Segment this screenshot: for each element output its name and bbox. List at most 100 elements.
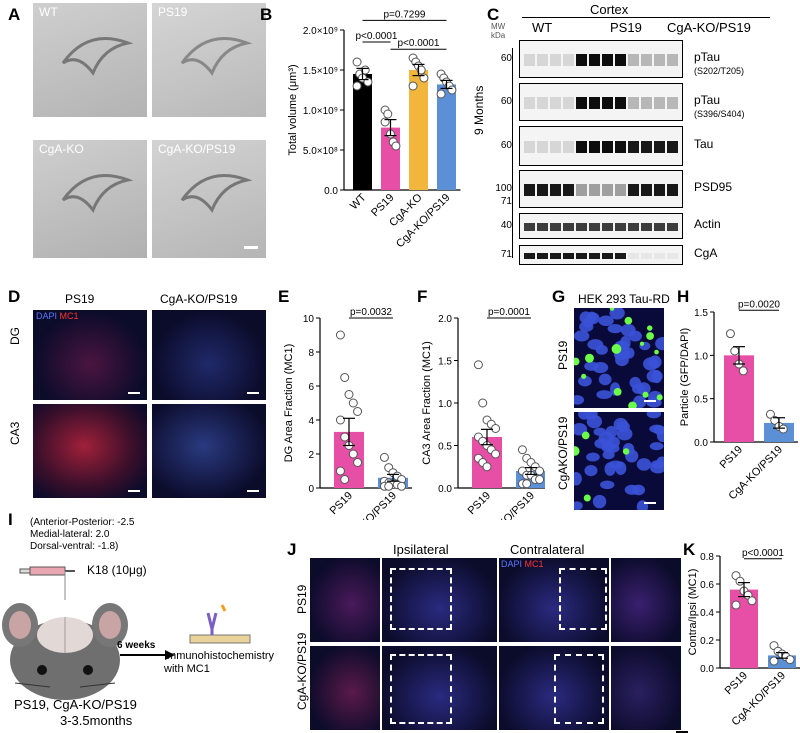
blot-antibody-label: Actin — [694, 218, 721, 231]
stain-legend: DAPI MC1 — [501, 559, 544, 569]
blot-band — [602, 97, 613, 109]
blot-band — [628, 97, 639, 109]
p-value-label: p=0.0020 — [738, 299, 780, 310]
data-point — [778, 424, 788, 434]
blot-band — [550, 253, 561, 259]
mw-unit-label: MW kDa — [491, 22, 506, 40]
blot-band — [576, 223, 587, 231]
hippocampus-shape — [61, 37, 134, 77]
data-point — [391, 141, 401, 151]
blot-band — [628, 184, 639, 196]
method-label: Immunohistochemistry with MC1 — [164, 650, 275, 675]
nucleus — [628, 330, 643, 342]
nucleus — [574, 472, 582, 486]
blot-band — [524, 54, 535, 66]
blot-band — [524, 223, 535, 231]
data-point — [384, 481, 394, 491]
data-point — [353, 407, 363, 416]
blot-band — [667, 223, 678, 231]
data-point — [725, 329, 735, 339]
blot-band — [550, 184, 561, 196]
blot-band — [550, 54, 561, 66]
y-tick-label: 0.6 — [700, 580, 714, 591]
tau-aggregate — [583, 494, 591, 502]
nucleus — [649, 442, 664, 451]
blot-band — [628, 54, 639, 66]
col-label-contra: Contralateral — [510, 542, 585, 557]
x-tick-label: PS19 — [718, 444, 746, 472]
data-point — [735, 576, 745, 586]
data-point — [397, 481, 407, 491]
micrograph-hek-ps19 — [574, 308, 664, 408]
data-point — [348, 449, 358, 459]
nucleus — [578, 375, 592, 387]
blot-band — [576, 97, 587, 109]
nucleus — [600, 480, 615, 490]
nucleus — [619, 336, 631, 350]
micrograph-label: WT — [39, 5, 58, 19]
scale-bar — [247, 490, 259, 492]
micrograph-contra-zoom-ps19 — [611, 558, 681, 642]
cell-line-title: HEK 293 Tau-RD — [578, 292, 670, 306]
slide-icon — [189, 604, 251, 644]
blot-band — [550, 141, 561, 153]
micrograph-dg-cgako-ps19 — [152, 310, 266, 400]
blot-band — [537, 223, 548, 231]
p-value-label: p<0.0001 — [356, 31, 398, 42]
nucleus — [574, 501, 583, 510]
data-point — [340, 373, 350, 382]
blot-strip — [519, 245, 683, 265]
tau-aggregate — [628, 401, 637, 408]
blot-band — [641, 223, 652, 231]
x-tick-label: WT — [348, 191, 369, 212]
age-label: 9 Months — [472, 85, 486, 135]
p-value-label: p=0.0001 — [488, 307, 530, 318]
scale-bar — [128, 392, 140, 394]
nucleus — [598, 431, 615, 446]
blot-band — [602, 253, 613, 259]
blot-band — [589, 141, 600, 153]
data-point — [747, 596, 757, 606]
mw-marker: 60 — [500, 140, 512, 151]
micrograph-dg-ps19: DAPI MC1 — [33, 310, 147, 400]
blot-band — [537, 184, 548, 196]
y-tick-label: 2 — [308, 450, 314, 461]
row-label: PS19 — [556, 340, 570, 370]
hippocampus-shape — [180, 37, 253, 77]
panel-label-f: F — [417, 287, 428, 306]
mouse-icon — [2, 603, 128, 700]
blot-band — [615, 253, 626, 259]
y-tick-label: 1.5 — [694, 308, 708, 319]
row-label: DG — [8, 327, 22, 345]
data-point — [478, 398, 488, 408]
y-tick-label: 1.0 — [438, 399, 452, 410]
row-label: CgA-KO/PS19 — [295, 632, 309, 710]
stain-mc1: MC1 — [59, 311, 79, 321]
y-tick-label: 0.8 — [700, 552, 714, 563]
micrograph-hek-cgako-ps19 — [574, 412, 664, 510]
antibody-site: (S396/S404) — [694, 109, 745, 119]
nucleus — [632, 383, 646, 394]
bracket — [512, 48, 513, 258]
blot-band — [654, 223, 665, 231]
chart-ca3-area: 0.0 0.5 1.0 1.5 2.0 CA3 Area Fraction (MC1) PS… — [421, 307, 545, 520]
micrograph-wt: WT — [33, 3, 147, 117]
blot-band — [628, 141, 639, 153]
nucleus — [598, 315, 614, 327]
blot-band — [667, 97, 678, 109]
y-tick-label: 0.4 — [700, 608, 714, 619]
data-point — [340, 475, 350, 484]
p-value-label: p=0.0032 — [350, 307, 392, 318]
chart-total-volume: 0.0 5.0×10⁸ 1.0×10⁹ 1.5×10⁹ 2.0×10⁹ Total vol… — [287, 9, 461, 250]
blot-band — [589, 184, 600, 196]
tau-aggregate — [639, 341, 645, 346]
tau-aggregate — [622, 448, 630, 455]
micrograph-ca3-ps19 — [33, 404, 147, 498]
panel-label-e: E — [278, 287, 290, 306]
blot-band — [602, 54, 613, 66]
data-point — [344, 390, 354, 399]
tau-aggregate — [581, 373, 587, 379]
blot-band — [524, 184, 535, 196]
